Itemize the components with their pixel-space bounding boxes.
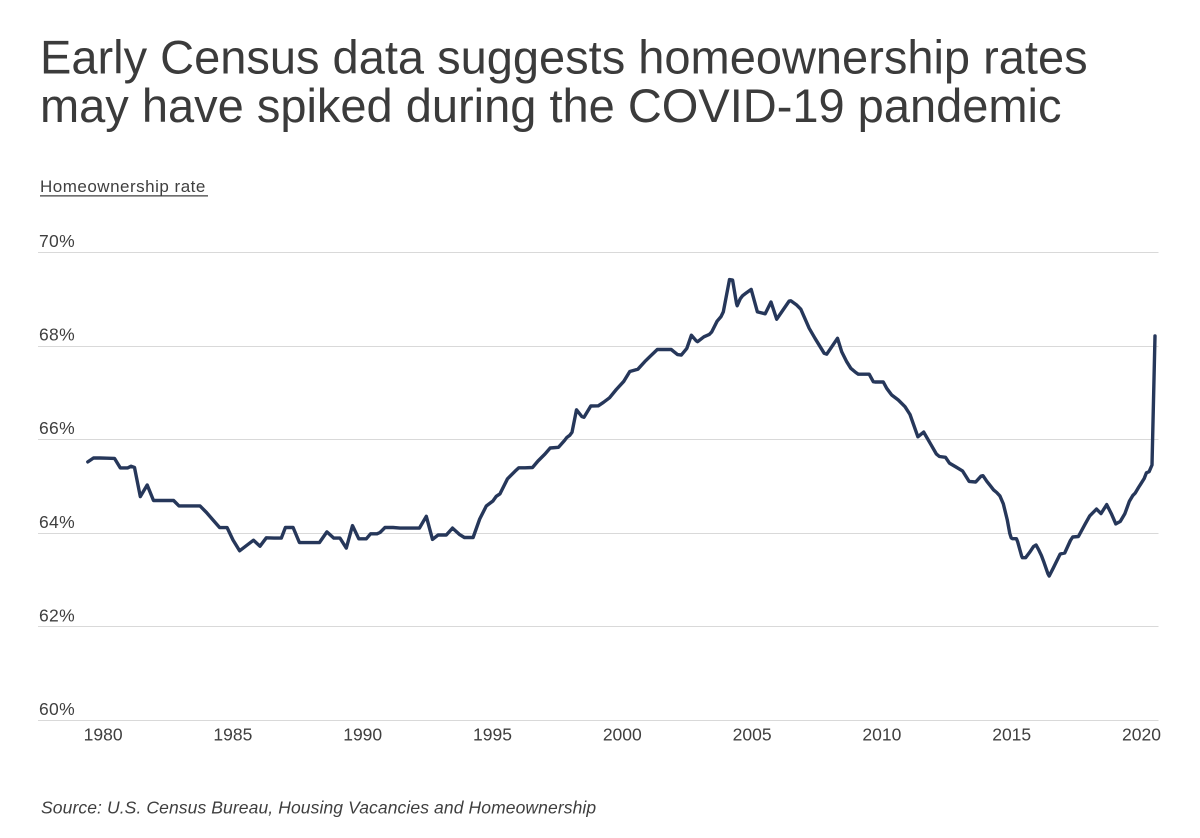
svg-text:70%: 70% [39,231,75,251]
svg-text:1985: 1985 [213,725,252,745]
svg-text:2010: 2010 [862,725,901,745]
svg-text:60%: 60% [39,699,75,719]
svg-text:2020: 2020 [1122,725,1161,745]
svg-text:64%: 64% [39,512,75,532]
svg-text:66%: 66% [39,418,75,438]
svg-text:2005: 2005 [733,725,772,745]
svg-text:Early Census data suggests hom: Early Census data suggests homeownership… [40,31,1088,84]
svg-text:62%: 62% [39,605,75,625]
svg-text:may have spiked during the COV: may have spiked during the COVID-19 pand… [40,79,1061,132]
svg-text:Homeownership rate: Homeownership rate [40,177,206,196]
svg-text:1990: 1990 [343,725,382,745]
svg-text:1995: 1995 [473,725,512,745]
svg-text:2000: 2000 [603,725,642,745]
svg-text:1980: 1980 [84,725,123,745]
svg-text:2015: 2015 [992,725,1031,745]
svg-text:Source: U.S. Census Bureau, Ho: Source: U.S. Census Bureau, Housing Vaca… [41,798,596,818]
svg-text:68%: 68% [39,325,75,345]
